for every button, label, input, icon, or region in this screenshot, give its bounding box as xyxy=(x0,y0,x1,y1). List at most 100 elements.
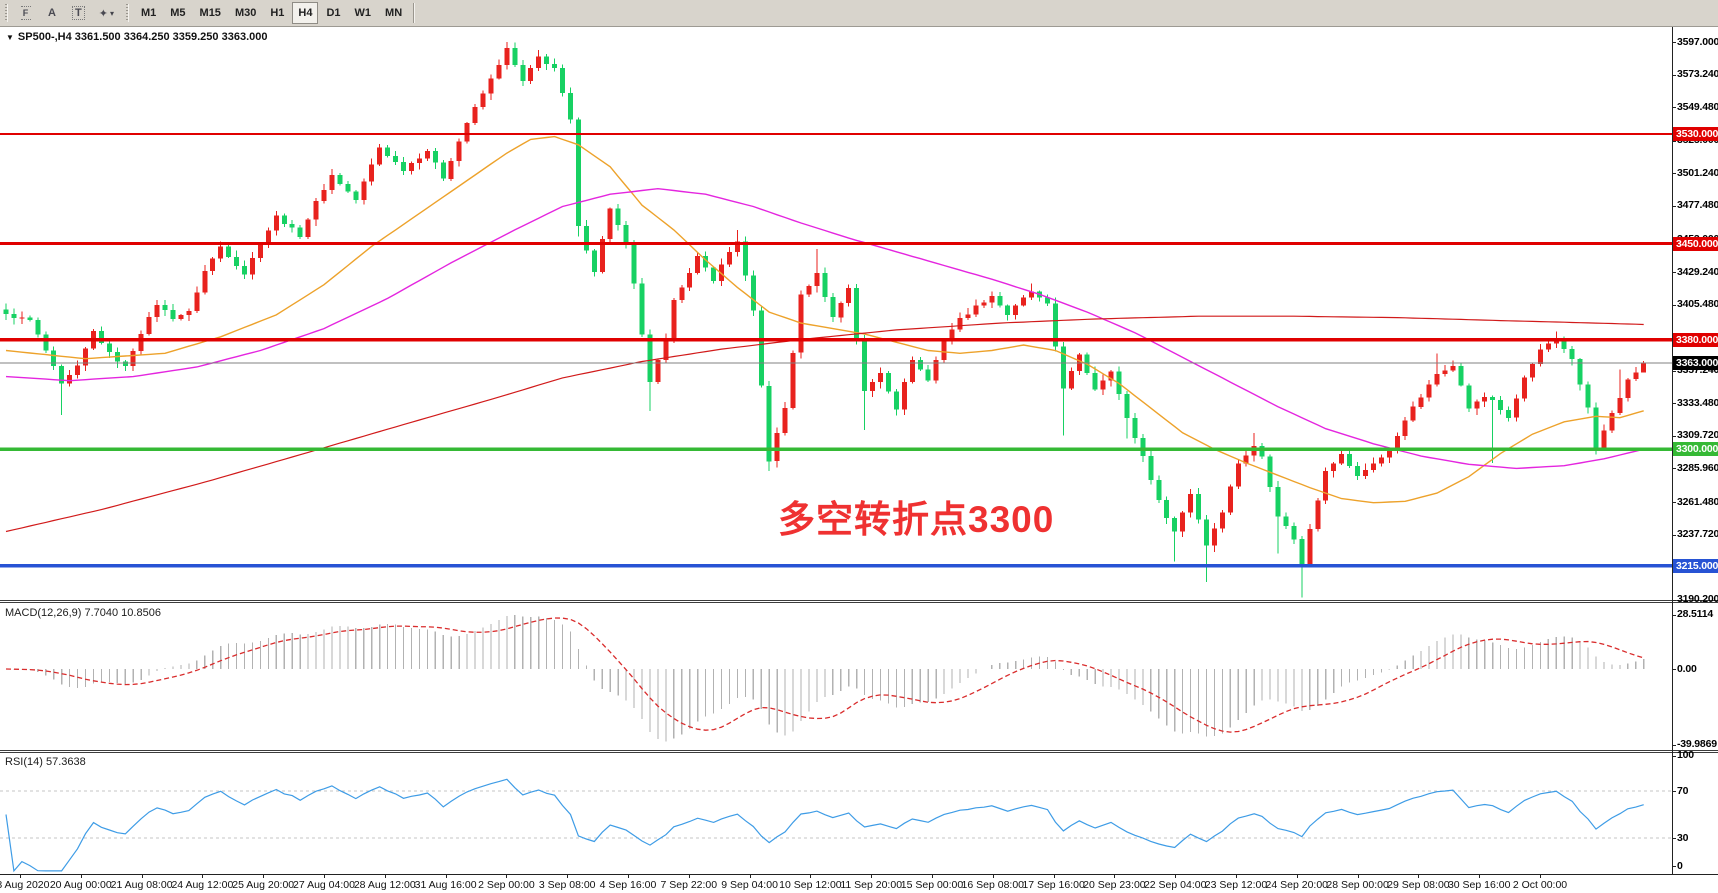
candle-body xyxy=(560,68,565,93)
candle-body xyxy=(448,160,454,179)
candle-body xyxy=(727,251,732,265)
timeframe-button-m5[interactable]: M5 xyxy=(170,7,186,19)
candle-body xyxy=(186,311,192,316)
candle-body xyxy=(997,296,1003,306)
candle-body xyxy=(106,343,112,352)
time-label: 4 Sep 16:00 xyxy=(599,879,657,891)
timeframe-button-mn[interactable]: MN xyxy=(385,7,403,19)
candle-body xyxy=(416,158,422,164)
candle-body xyxy=(734,241,740,252)
timeframe-button-d1[interactable]: D1 xyxy=(326,7,341,19)
rsi-tick-label: 100 xyxy=(1677,749,1694,762)
candle-body xyxy=(965,314,971,318)
time-tick xyxy=(1053,874,1055,878)
candle-body xyxy=(51,350,57,367)
candle-body xyxy=(1442,370,1448,374)
candle-body xyxy=(1378,457,1384,464)
candle-body xyxy=(1418,397,1424,407)
fibonacci-tool[interactable]: F xyxy=(14,2,38,24)
annotation-text-object[interactable]: 多空转折点3300 xyxy=(778,499,1055,540)
axis-tick xyxy=(1672,42,1676,43)
candle-body xyxy=(838,302,844,318)
time-tick xyxy=(80,874,82,878)
macd-pane-svg xyxy=(5,614,1645,742)
candle-body xyxy=(814,272,820,286)
level-price-label: 3380.000 xyxy=(1673,332,1718,347)
candle-body xyxy=(893,391,899,410)
candle-body xyxy=(528,68,534,82)
price-tick-label: 3285.960 xyxy=(1677,461,1718,474)
candle-body xyxy=(925,369,931,381)
level-price-label: 3450.000 xyxy=(1673,236,1718,251)
candle-body xyxy=(408,163,414,171)
time-tick xyxy=(992,874,994,878)
macd-histogram xyxy=(13,614,1645,742)
candle-body xyxy=(1355,466,1360,476)
timeframe-button-m15[interactable]: M15 xyxy=(199,7,221,19)
axis-tick xyxy=(1672,535,1676,536)
timeframe-group: M1 M5 M15 M30 H1 H4 D1 W1 MN xyxy=(134,2,409,24)
dropdown-caret-icon[interactable]: ▾ xyxy=(109,8,114,18)
candle-body xyxy=(1227,486,1233,513)
candle-body xyxy=(941,340,947,360)
macd-tick-label: 28.5114 xyxy=(1677,608,1713,621)
level-price-label: 3530.000 xyxy=(1673,126,1718,141)
candle-body xyxy=(1561,338,1567,349)
price-tick-label: 3549.480 xyxy=(1677,100,1718,113)
time-label: 3 Sep 08:00 xyxy=(538,879,596,891)
timeframe-button-w1[interactable]: W1 xyxy=(354,7,372,19)
timeframe-drag-handle[interactable] xyxy=(125,4,129,22)
macd-tick-label: 0.00 xyxy=(1677,662,1697,675)
main-macd-separator[interactable] xyxy=(0,600,1718,603)
timeframe-button-h1[interactable]: H1 xyxy=(270,7,285,19)
candle-body xyxy=(234,256,240,266)
timeframe-button-h4[interactable]: H4 xyxy=(292,2,319,24)
time-label: 11 Sep 20:00 xyxy=(840,879,903,891)
time-tick xyxy=(1357,874,1359,878)
axis-tick xyxy=(1672,866,1676,867)
time-label: 22 Sep 04:00 xyxy=(1143,879,1207,891)
axis-tick xyxy=(1672,206,1676,207)
candle-body xyxy=(257,245,263,259)
time-tick xyxy=(1540,874,1541,878)
level-price-label: 3215.000 xyxy=(1673,558,1718,573)
candle-body xyxy=(1172,518,1178,532)
rsi-line xyxy=(5,778,1644,873)
drawing-tools-group: F A T ✦ ▾ xyxy=(13,2,121,24)
time-tick xyxy=(871,874,873,878)
toolbar-drag-handle[interactable] xyxy=(5,4,8,22)
candle-body xyxy=(1204,519,1209,546)
candle-body xyxy=(1235,463,1241,487)
time-tick xyxy=(384,874,386,878)
rsi-tick-label: 30 xyxy=(1677,831,1689,844)
candle-body xyxy=(385,147,391,156)
candle-body xyxy=(321,189,327,202)
candle-body xyxy=(273,215,279,231)
macd-rsi-separator[interactable] xyxy=(0,750,1718,753)
time-tick xyxy=(445,874,447,878)
arrows-tool[interactable]: ✦ ▾ xyxy=(93,2,120,24)
price-tick-label: 3405.480 xyxy=(1677,298,1718,311)
candle-body xyxy=(1490,397,1496,401)
text-tool[interactable]: A xyxy=(40,2,64,24)
candle-body xyxy=(1021,297,1027,306)
candle-body xyxy=(1641,362,1647,373)
time-tick xyxy=(263,874,265,878)
candle-body xyxy=(1410,406,1416,421)
symbol-dropdown-icon[interactable]: ▼ xyxy=(6,32,14,42)
candle-body xyxy=(687,272,693,288)
candle-body xyxy=(583,225,589,251)
candle-body xyxy=(1514,398,1519,418)
candle-body xyxy=(1601,430,1607,448)
timeframe-button-m30[interactable]: M30 xyxy=(234,7,257,19)
candle-body xyxy=(695,255,701,273)
candle-body xyxy=(933,360,939,381)
candle-body xyxy=(973,305,979,315)
time-tick xyxy=(1175,874,1177,878)
chart-title[interactable]: ▼ SP500-,H4 3361.500 3364.250 3359.250 3… xyxy=(6,31,267,43)
candle-body xyxy=(1482,397,1488,402)
label-tool[interactable]: T xyxy=(66,2,91,24)
time-label: 18 Aug 2020 xyxy=(0,879,50,891)
time-label: 31 Aug 16:00 xyxy=(414,879,477,891)
timeframe-button-m1[interactable]: M1 xyxy=(140,7,157,19)
